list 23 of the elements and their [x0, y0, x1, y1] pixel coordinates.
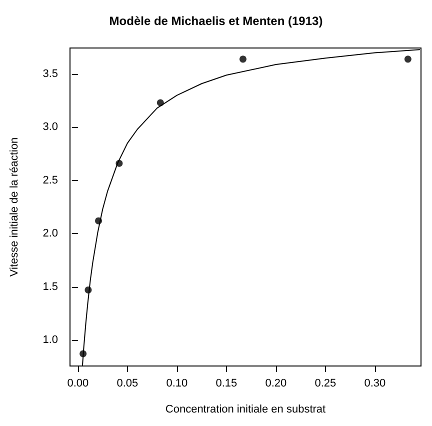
x-tick-label: 0.05	[116, 378, 138, 390]
point	[116, 160, 123, 167]
point	[84, 286, 92, 294]
point	[156, 99, 164, 106]
point	[80, 350, 87, 358]
y-tick-label: 3.5	[42, 68, 58, 80]
y-tick-label: 1.0	[42, 334, 58, 346]
y-tick-label: 2.5	[42, 174, 58, 186]
x-tick-label: 0.10	[166, 378, 188, 390]
x-tick-label: 0.20	[265, 378, 287, 390]
x-tick-label: 0.30	[364, 378, 386, 390]
y-tick-label: 2.0	[42, 228, 58, 240]
point	[404, 56, 412, 63]
chart-title: Modèle de Michaelis et Menten (1913)	[109, 14, 323, 28]
point	[239, 56, 246, 63]
x-tick-label: 0.00	[67, 378, 89, 390]
y-tick-label: 3.0	[42, 121, 58, 134]
x-tick-label: 0.25	[314, 378, 336, 390]
point	[95, 217, 102, 224]
x-tick-label: 0.15	[216, 378, 238, 390]
x-axis-title: Concentration initiale en substrat	[165, 404, 326, 416]
y-axis-title: Vitesse initiale de la réaction	[8, 137, 20, 277]
y-tick-label: 1.5	[42, 280, 58, 293]
